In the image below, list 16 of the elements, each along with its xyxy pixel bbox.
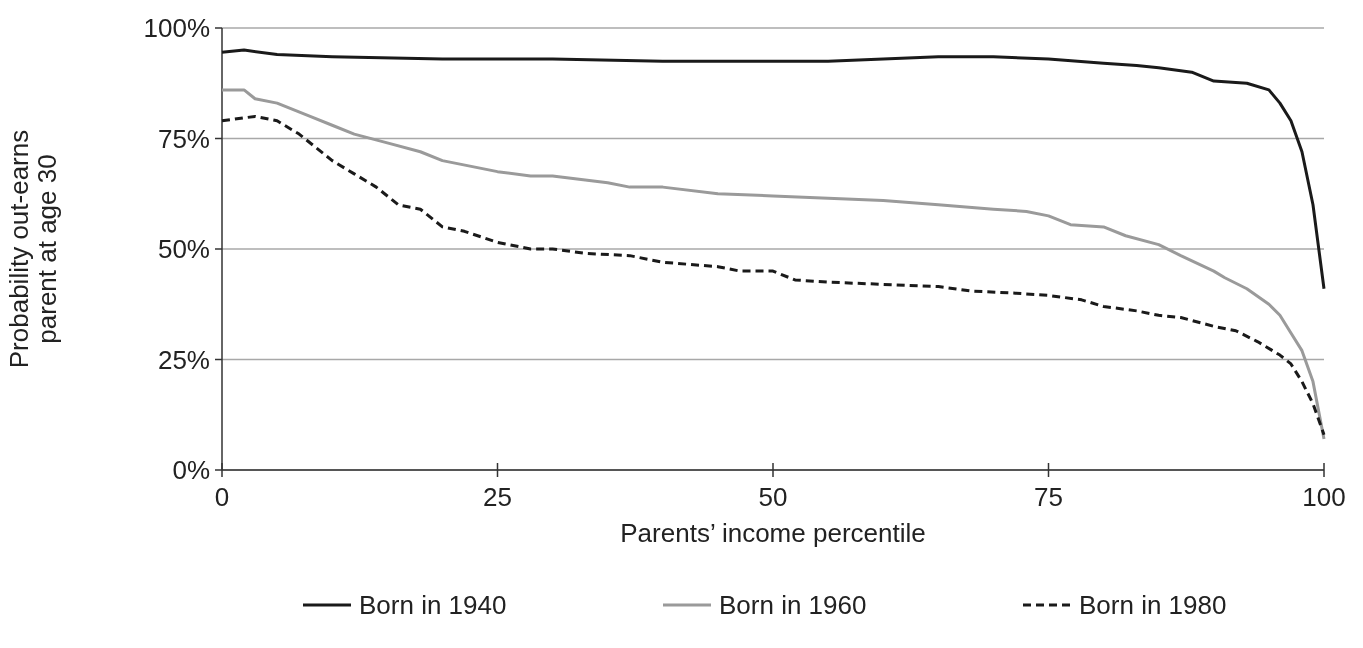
legend-label: Born in 1980 [1079, 590, 1227, 621]
y-tick-label: 25% [157, 344, 210, 375]
x-tick-label: 50 [758, 482, 788, 512]
x-axis-title: Parents’ income percentile [620, 518, 926, 548]
y-tick-label: 75% [157, 123, 210, 154]
legend-label: Born in 1960 [719, 590, 867, 621]
y-axis-title: Probability out-earns parent at age 30 [3, 129, 63, 369]
y-tick-label: 0% [172, 455, 210, 486]
x-tick-label: 100 [1302, 482, 1346, 512]
x-tick-label: 75 [1034, 482, 1063, 512]
x-tick-label: 25 [483, 482, 512, 512]
line-series [220, 48, 1326, 291]
x-tick-label: 0 [214, 482, 230, 512]
legend-label: Born in 1940 [359, 590, 507, 621]
y-tick-label: 50% [157, 234, 210, 265]
y-tick-label: 100% [143, 13, 210, 44]
